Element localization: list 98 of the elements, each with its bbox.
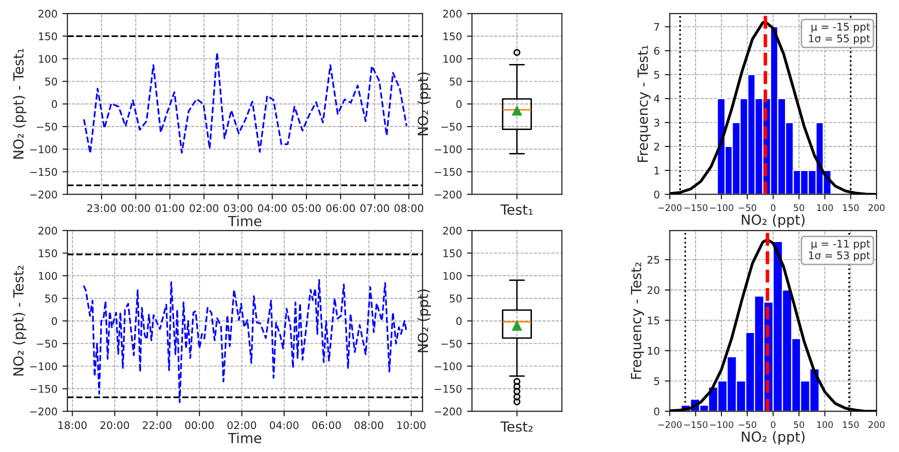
annotation: μ = -11 ppt 1σ = 53 ppt bbox=[809, 240, 870, 262]
x-tick-label: 00:00 bbox=[185, 421, 214, 430]
y-tick-label: −150 bbox=[30, 168, 58, 176]
y-tick-label: 5 bbox=[654, 377, 660, 386]
x-tick-label: 02:00 bbox=[227, 421, 256, 430]
y-tick-label: −100 bbox=[30, 362, 58, 370]
x-tick-label: −150 bbox=[684, 421, 708, 428]
x-tick-label: 50 bbox=[794, 204, 804, 212]
x-tick-label: 20:00 bbox=[100, 421, 130, 430]
x-tick-label: 200 bbox=[868, 421, 885, 428]
x-tick-label: 06:00 bbox=[312, 421, 341, 430]
y-tick-label: 10 bbox=[648, 346, 660, 355]
y-tick-label: −50 bbox=[441, 340, 462, 348]
y-tick-label: 100 bbox=[444, 54, 462, 63]
x-axis-title: Time bbox=[228, 216, 262, 226]
x-tick-label: 100 bbox=[817, 421, 833, 428]
y-axis-title: NO₂ (ppt) - Test₂ bbox=[12, 266, 26, 376]
y-tick-label: −150 bbox=[434, 384, 462, 393]
x-tick-label: −50 bbox=[738, 421, 756, 428]
y-tick-label: 1 bbox=[654, 166, 660, 174]
x-tick-label: 01:00 bbox=[156, 204, 184, 212]
x-axis-title: NO₂ (ppt) bbox=[742, 214, 805, 228]
y-tick-label: 4 bbox=[654, 94, 660, 103]
y-tick-label: 0 bbox=[52, 317, 58, 326]
x-tick-label: 00:00 bbox=[121, 204, 150, 212]
y-tick-label: −200 bbox=[434, 190, 462, 198]
y-tick-label: 0 bbox=[456, 100, 462, 108]
y-tick-label: 6 bbox=[654, 46, 660, 55]
y-tick-label: −200 bbox=[30, 408, 58, 416]
y-tick-label: 5 bbox=[654, 70, 660, 79]
y-tick-label: 200 bbox=[443, 10, 462, 18]
y-tick-label: 15 bbox=[648, 316, 660, 324]
x-tick-label: 100 bbox=[817, 204, 833, 212]
y-tick-label: 0 bbox=[654, 408, 660, 416]
y-tick-label: 50 bbox=[45, 78, 58, 86]
y-tick-label: −100 bbox=[434, 145, 462, 154]
y-tick-label: 20 bbox=[648, 286, 660, 294]
line-series bbox=[83, 52, 408, 154]
y-axis-title: NO₂ (ppt) - Test₁ bbox=[12, 48, 26, 159]
y-axis-title: Frequency - Test₁ bbox=[638, 45, 651, 162]
x-tick-label: 23:00 bbox=[87, 204, 116, 212]
y-tick-label: −100 bbox=[30, 145, 58, 154]
y-tick-label: 150 bbox=[38, 32, 58, 40]
y-tick-label: −50 bbox=[36, 340, 58, 348]
y-tick-label: 7 bbox=[654, 23, 660, 31]
y-tick-label: 50 bbox=[45, 294, 58, 302]
y-tick-label: 200 bbox=[443, 226, 462, 235]
x-axis-title: NO₂ (ppt) bbox=[742, 431, 805, 445]
y-tick-label: 0 bbox=[654, 190, 660, 198]
x-tick-label: 0 bbox=[770, 421, 776, 428]
y-tick-label: 100 bbox=[38, 54, 58, 63]
y-tick-label: −200 bbox=[434, 408, 462, 416]
x-tick-label: 04:00 bbox=[270, 421, 298, 430]
x-tick-label: 08:00 bbox=[354, 421, 384, 430]
x-tick-label: 03:00 bbox=[224, 204, 252, 212]
y-tick-label: 0 bbox=[52, 100, 58, 108]
y-tick-label: 25 bbox=[648, 256, 660, 264]
x-tick-label: Test₂ bbox=[500, 421, 533, 432]
y-tick-label: −50 bbox=[441, 122, 462, 131]
x-tick-label: Test₁ bbox=[500, 204, 533, 215]
x-tick-label: 08:00 bbox=[394, 204, 424, 212]
x-tick-label: 07:00 bbox=[360, 204, 390, 212]
y-tick-label: 50 bbox=[450, 294, 462, 302]
y-axis-title: Frequency - Test₂ bbox=[630, 262, 644, 379]
x-tick-label: 0 bbox=[770, 204, 776, 212]
x-tick-label: 22:00 bbox=[142, 421, 172, 430]
y-tick-label: 150 bbox=[444, 32, 462, 40]
y-tick-label: 100 bbox=[38, 272, 58, 280]
y-tick-label: −50 bbox=[36, 122, 58, 131]
y-tick-label: 0 bbox=[456, 317, 462, 326]
x-tick-label: 02:00 bbox=[190, 204, 218, 212]
x-tick-label: −150 bbox=[684, 204, 708, 212]
y-tick-label: −100 bbox=[434, 362, 462, 370]
x-tick-label: 200 bbox=[868, 204, 885, 212]
x-tick-label: 18:00 bbox=[58, 421, 87, 430]
x-tick-label: −100 bbox=[710, 204, 734, 212]
y-tick-label: −150 bbox=[434, 168, 462, 176]
x-tick-label: 06:00 bbox=[326, 204, 355, 212]
y-tick-label: 200 bbox=[38, 10, 58, 18]
x-tick-label: 150 bbox=[843, 204, 859, 212]
y-tick-label: 200 bbox=[38, 226, 58, 235]
annotation: μ = -15 ppt 1σ = 55 ppt bbox=[809, 22, 870, 44]
y-tick-label: −150 bbox=[30, 384, 58, 393]
x-tick-label: 04:00 bbox=[258, 204, 287, 212]
y-tick-label: 100 bbox=[444, 272, 462, 280]
y-tick-label: 3 bbox=[654, 118, 660, 127]
x-tick-label: −100 bbox=[710, 421, 734, 428]
y-tick-label: 50 bbox=[450, 78, 462, 86]
x-tick-label: 50 bbox=[794, 421, 804, 428]
x-axis-title: Time bbox=[228, 432, 262, 444]
x-tick-label: −50 bbox=[738, 204, 756, 212]
x-tick-label: 10:00 bbox=[397, 421, 426, 430]
y-tick-label: 150 bbox=[444, 249, 462, 258]
y-tick-label: −200 bbox=[30, 190, 58, 198]
y-tick-label: 2 bbox=[654, 142, 659, 150]
x-tick-label: 05:00 bbox=[292, 204, 321, 212]
y-tick-label: 150 bbox=[38, 249, 58, 258]
x-tick-label: 150 bbox=[843, 421, 859, 428]
